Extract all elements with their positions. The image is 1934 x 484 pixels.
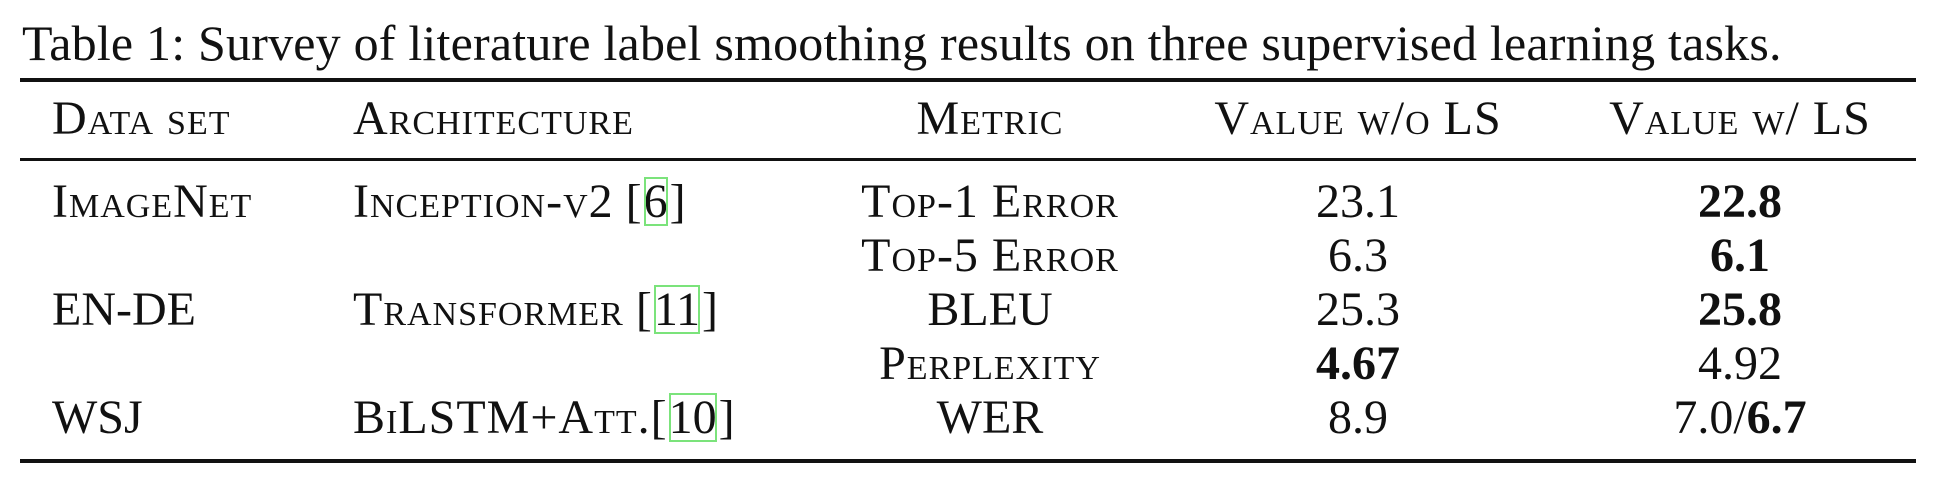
row-2-value-with-ls: 6.1 xyxy=(1710,229,1770,282)
row-3-value-with-ls: 25.8 xyxy=(1698,283,1782,336)
row-1-dataset: ImageNet xyxy=(52,175,253,228)
header-metric: Metric xyxy=(916,92,1064,145)
row-1-architecture-name: Inception-v2 xyxy=(353,175,614,228)
row-4-value-without-ls: 4.67 xyxy=(1316,337,1400,390)
row-5-dataset: WSJ xyxy=(52,391,143,444)
row-3-citation-link[interactable]: 11 xyxy=(653,283,701,336)
row-3-dataset: EN-DE xyxy=(52,283,196,336)
header-dataset: Data set xyxy=(52,92,231,145)
row-1-value-without-ls: 23.1 xyxy=(1316,175,1400,228)
header-value-without-ls: Value w/o LS xyxy=(1214,92,1502,145)
row-3-architecture-name: Transformer xyxy=(353,283,624,336)
row-3-value-without-ls: 25.3 xyxy=(1316,283,1400,336)
row-2-value-without-ls: 6.3 xyxy=(1328,229,1388,282)
table-top-rule xyxy=(20,78,1916,82)
row-5-value-with-ls-best: 6.7 xyxy=(1746,391,1807,444)
row-5-value-with-ls-prefix: 7.0/ xyxy=(1673,391,1747,444)
row-5-citation[interactable]: [10] xyxy=(650,391,735,444)
row-3-architecture: Transformer [11] xyxy=(353,283,718,337)
row-5-architecture: BiLSTM+Att.[10] xyxy=(353,391,735,445)
row-1-value-with-ls: 22.8 xyxy=(1698,175,1782,228)
row-2-metric: Top-5 Error xyxy=(861,229,1119,282)
row-1-citation-link[interactable]: 6 xyxy=(643,175,668,228)
header-architecture: Architecture xyxy=(353,92,634,145)
row-4-value-with-ls: 4.92 xyxy=(1698,337,1782,390)
row-5-metric: WER xyxy=(936,391,1044,444)
header-value-with-ls: Value w/ LS xyxy=(1609,92,1871,145)
row-4-metric: Perplexity xyxy=(879,337,1101,390)
row-1-citation[interactable]: [6] xyxy=(625,175,686,228)
row-5-value-without-ls: 8.9 xyxy=(1328,391,1388,444)
row-1-metric: Top-1 Error xyxy=(861,175,1119,228)
row-5-architecture-name: BiLSTM+Att. xyxy=(353,391,651,444)
table-bottom-rule xyxy=(20,459,1916,463)
row-5-citation-link[interactable]: 10 xyxy=(668,391,717,444)
row-1-architecture: Inception-v2 [6] xyxy=(353,175,686,229)
row-3-citation[interactable]: [11] xyxy=(635,283,719,336)
row-3-metric: BLEU xyxy=(927,283,1053,336)
table-caption: Table 1: Survey of literature label smoo… xyxy=(22,15,1782,71)
row-5-value-with-ls: 7.0/6.7 xyxy=(1673,391,1806,445)
table-header-rule xyxy=(20,158,1916,161)
